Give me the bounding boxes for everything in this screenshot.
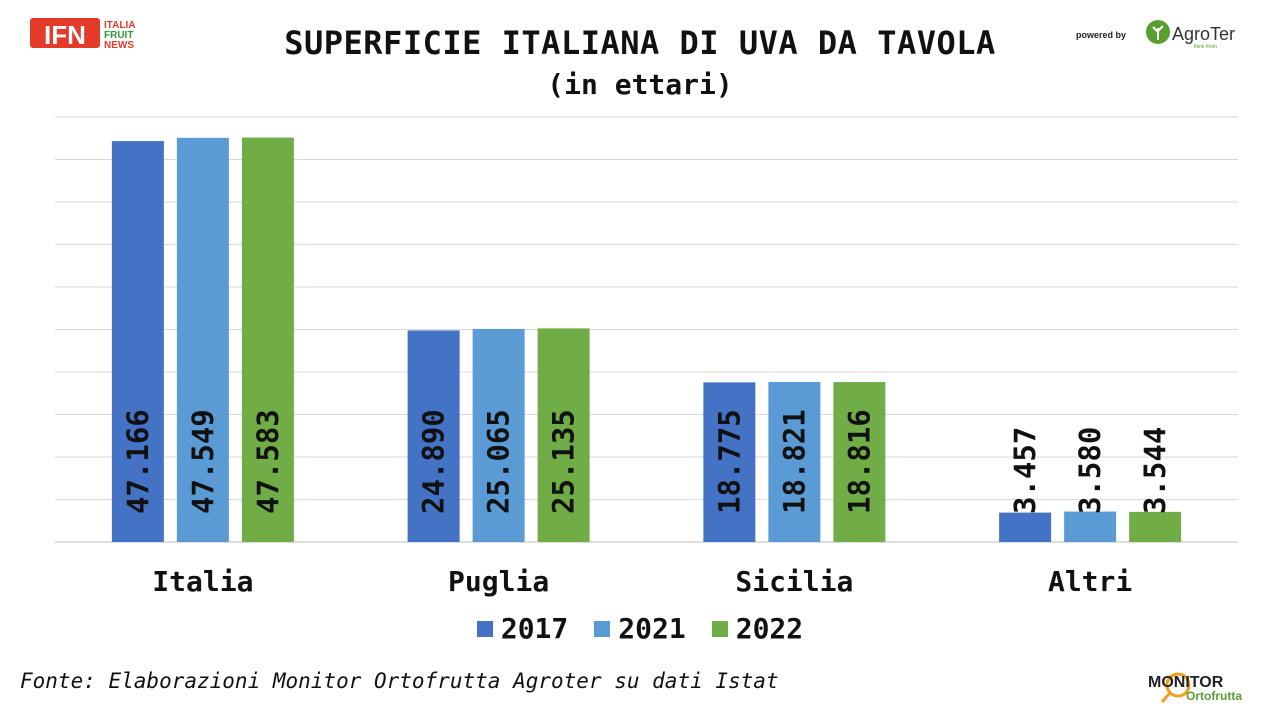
bar-puglia-2021 [472,328,525,542]
bar-italia-2017 [111,141,164,543]
bar-puglia-2017 [407,330,460,542]
data-label-puglia-2022: 25.135 [547,409,581,514]
ifn-logo-line1: ITALIA [104,20,135,31]
bar-altri-2022 [1129,511,1182,542]
data-label-altri-2021: 3.580 [1073,427,1107,514]
data-label-sicilia-2021: 18.821 [777,409,811,514]
bars [111,137,1182,543]
data-label-puglia-2021: 25.065 [482,409,516,514]
data-label-puglia-2017: 24.890 [417,409,451,514]
source-note: Fonte: Elaborazioni Monitor Ortofrutta A… [20,669,779,693]
agroter-tree-branches [1152,25,1164,40]
monitor-logo-line1: MONITOR [1148,674,1224,691]
bar-altri-2021 [1064,511,1117,542]
monitor-ortofrutta-logo: MONITOR Ortofrutta [1148,672,1242,703]
legend-label-2017: 2017 [500,612,569,645]
bar-altri-2017 [999,512,1052,542]
ifn-logo-line2: FRUIT [104,30,133,41]
data-label-italia-2022: 47.583 [251,409,285,514]
legend-item-2022: 2022 [711,612,804,645]
legend-swatch-2017 [476,620,493,637]
category-labels: Italia Puglia Sicilia Altri [152,565,1132,598]
ifn-logo: IFN ITALIA FRUIT NEWS [30,18,135,51]
monitor-logo-line2: Ortofrutta [1186,689,1242,703]
legend-swatch-2021 [594,620,611,637]
bar-italia-2021 [176,137,229,542]
legend-label-2021: 2021 [618,612,686,645]
legend-label-2022: 2022 [735,612,804,645]
bar-chart: 47.166 47.549 47.583 24.890 25.065 25.135 18.7… [55,116,1238,598]
category-label-altri: Altri [1048,565,1132,598]
data-label-italia-2017: 47.166 [121,409,155,514]
ifn-logo-text: IFN [44,20,86,50]
category-label-italia: Italia [152,565,253,598]
agroter-logo: powered by AgroTer think fresh [1076,20,1235,50]
category-label-puglia: Puglia [448,565,549,598]
legend-item-2017: 2017 [476,612,569,645]
data-label-altri-2017: 3.457 [1008,427,1042,514]
legend-swatch-2022 [711,620,728,637]
legend-item-2021: 2021 [594,612,686,645]
bar-puglia-2022 [537,328,590,542]
chart-title: SUPERFICIE ITALIANA DI UVA DA TAVOLA [284,24,996,62]
category-label-sicilia: Sicilia [735,565,853,598]
ifn-logo-line3: NEWS [104,40,134,51]
monitor-logo-handle [1160,692,1172,703]
gridlines [55,116,1238,543]
bar-italia-2022 [241,137,294,542]
agroter-name: AgroTer [1172,24,1235,44]
chart-subtitle: (in ettari) [547,68,733,101]
data-label-altri-2022: 3.544 [1138,427,1172,514]
powered-by-text: powered by [1076,30,1126,40]
bar-sicilia-2021 [768,382,821,542]
monitor-logo-ring-icon [1165,672,1191,698]
bar-sicilia-2022 [833,382,886,542]
bar-labels: 47.166 47.549 47.583 24.890 25.065 25.135 18.7… [121,409,1172,514]
legend: 2017 2021 2022 [0,612,1280,645]
bar-sicilia-2017 [703,382,756,542]
ifn-logo-background [30,18,100,48]
data-label-sicilia-2017: 18.775 [712,409,746,514]
data-label-italia-2021: 47.549 [186,409,220,514]
data-label-sicilia-2022: 18.816 [842,409,876,514]
agroter-tagline: think fresh [1194,44,1217,50]
